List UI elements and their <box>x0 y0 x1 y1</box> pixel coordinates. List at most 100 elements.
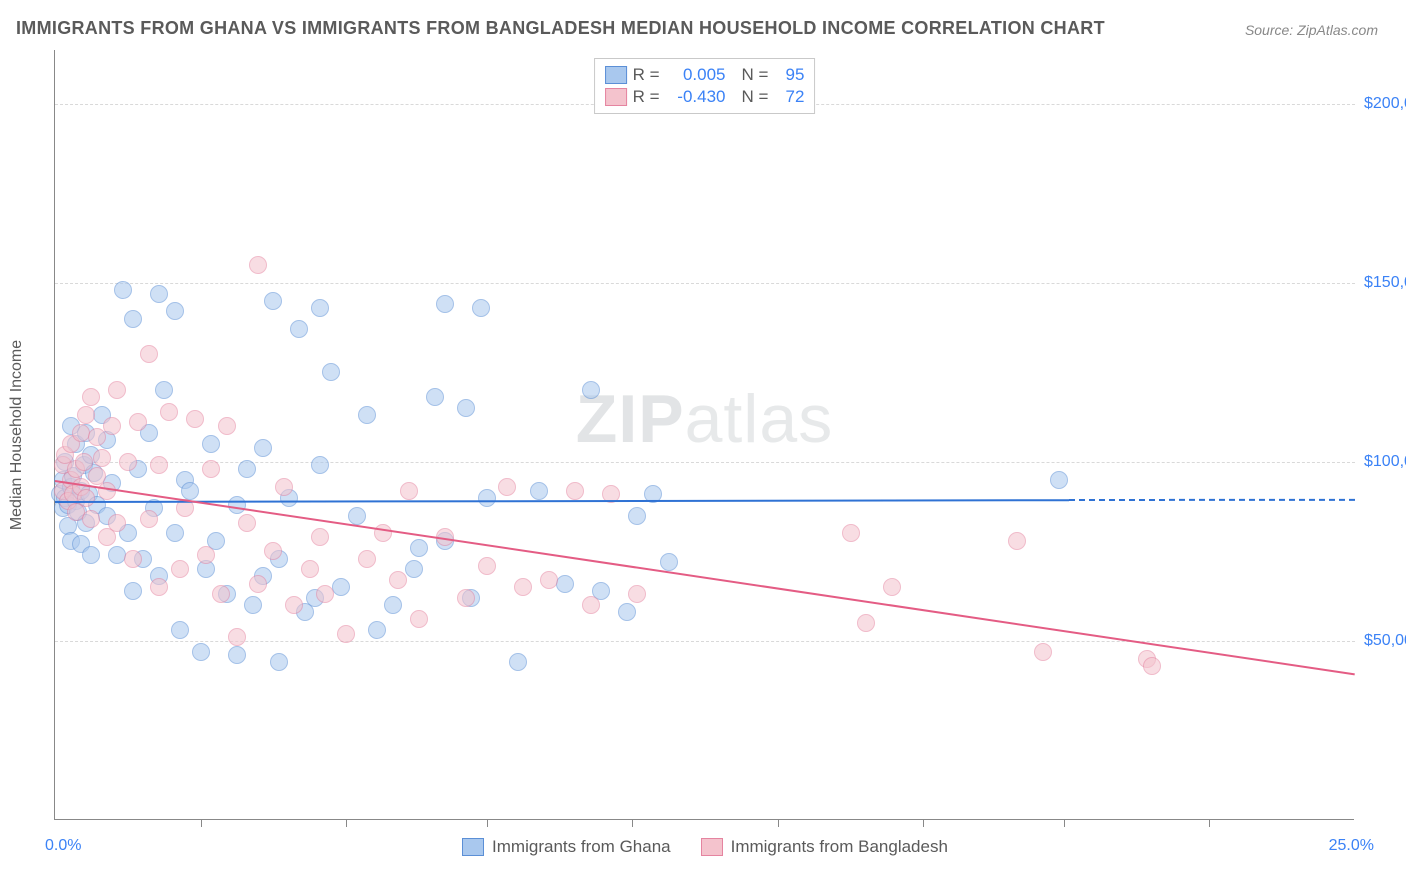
data-point-bangladesh <box>108 514 126 532</box>
data-point-bangladesh <box>212 585 230 603</box>
data-point-bangladesh <box>197 546 215 564</box>
data-point-bangladesh <box>275 478 293 496</box>
data-point-bangladesh <box>514 578 532 596</box>
data-point-ghana <box>472 299 490 317</box>
watermark: ZIPatlas <box>576 380 833 458</box>
data-point-bangladesh <box>842 524 860 542</box>
data-point-bangladesh <box>410 610 428 628</box>
data-point-bangladesh <box>82 510 100 528</box>
data-point-bangladesh <box>389 571 407 589</box>
x-tick <box>923 819 924 827</box>
data-point-bangladesh <box>316 585 334 603</box>
data-point-ghana <box>332 578 350 596</box>
data-point-bangladesh <box>478 557 496 575</box>
data-point-bangladesh <box>358 550 376 568</box>
data-point-bangladesh <box>93 449 111 467</box>
data-point-bangladesh <box>1143 657 1161 675</box>
gridline <box>55 641 1355 642</box>
data-point-bangladesh <box>540 571 558 589</box>
legend-stats-row-bangladesh: R = -0.430 N = 72 <box>605 87 805 107</box>
y-axis-title: Median Household Income <box>8 339 26 529</box>
data-point-ghana <box>181 482 199 500</box>
swatch-ghana-icon <box>462 838 484 856</box>
data-point-ghana <box>384 596 402 614</box>
data-point-bangladesh <box>186 410 204 428</box>
data-point-ghana <box>311 299 329 317</box>
data-point-ghana <box>410 539 428 557</box>
y-tick-label: $150,000 <box>1364 274 1406 292</box>
data-point-bangladesh <box>582 596 600 614</box>
data-point-bangladesh <box>160 403 178 421</box>
r-label: R = <box>633 87 660 107</box>
data-point-bangladesh <box>218 417 236 435</box>
series-label-ghana: Immigrants from Ghana <box>492 837 671 857</box>
data-point-ghana <box>358 406 376 424</box>
data-point-ghana <box>509 653 527 671</box>
gridline <box>55 283 1355 284</box>
data-point-ghana <box>166 302 184 320</box>
data-point-bangladesh <box>140 510 158 528</box>
swatch-ghana-icon <box>605 66 627 84</box>
data-point-ghana <box>150 285 168 303</box>
data-point-ghana <box>254 439 272 457</box>
data-point-bangladesh <box>311 528 329 546</box>
data-point-ghana <box>166 524 184 542</box>
data-point-bangladesh <box>124 550 142 568</box>
data-point-bangladesh <box>457 589 475 607</box>
legend-item-bangladesh: Immigrants from Bangladesh <box>701 837 948 857</box>
data-point-bangladesh <box>628 585 646 603</box>
data-point-ghana <box>228 646 246 664</box>
r-value-bangladesh: -0.430 <box>666 87 726 107</box>
data-point-ghana <box>368 621 386 639</box>
data-point-ghana <box>582 381 600 399</box>
data-point-bangladesh <box>883 578 901 596</box>
plot-area: ZIPatlas Median Household Income R = 0.0… <box>54 50 1354 820</box>
x-tick <box>632 819 633 827</box>
y-tick-label: $200,000 <box>1364 95 1406 113</box>
n-label: N = <box>742 87 769 107</box>
data-point-bangladesh <box>119 453 137 471</box>
chart-title: IMMIGRANTS FROM GHANA VS IMMIGRANTS FROM… <box>16 18 1105 39</box>
data-point-bangladesh <box>82 388 100 406</box>
data-point-bangladesh <box>171 560 189 578</box>
data-point-bangladesh <box>77 406 95 424</box>
data-point-bangladesh <box>285 596 303 614</box>
data-point-ghana <box>426 388 444 406</box>
legend-stats: R = 0.005 N = 95 R = -0.430 N = 72 <box>594 58 816 114</box>
data-point-ghana <box>238 460 256 478</box>
chart-container: ZIPatlas Median Household Income R = 0.0… <box>54 50 1354 820</box>
swatch-bangladesh-icon <box>701 838 723 856</box>
data-point-ghana <box>82 546 100 564</box>
legend-series: Immigrants from Ghana Immigrants from Ba… <box>55 837 1355 857</box>
regression-line-extrapolated <box>1069 499 1355 501</box>
data-point-bangladesh <box>249 575 267 593</box>
y-tick-label: $50,000 <box>1364 632 1406 650</box>
data-point-bangladesh <box>249 256 267 274</box>
data-point-bangladesh <box>140 345 158 363</box>
n-value-ghana: 95 <box>774 65 804 85</box>
data-point-ghana <box>192 643 210 661</box>
data-point-ghana <box>155 381 173 399</box>
data-point-ghana <box>628 507 646 525</box>
data-point-bangladesh <box>129 413 147 431</box>
x-tick <box>201 819 202 827</box>
data-point-bangladesh <box>228 628 246 646</box>
data-point-ghana <box>436 295 454 313</box>
series-label-bangladesh: Immigrants from Bangladesh <box>731 837 948 857</box>
data-point-ghana <box>478 489 496 507</box>
x-tick <box>487 819 488 827</box>
data-point-bangladesh <box>88 428 106 446</box>
x-tick <box>1209 819 1210 827</box>
n-label: N = <box>742 65 769 85</box>
source-attribution: Source: ZipAtlas.com <box>1245 22 1378 38</box>
y-tick-label: $100,000 <box>1364 453 1406 471</box>
data-point-ghana <box>1050 471 1068 489</box>
data-point-ghana <box>202 435 220 453</box>
data-point-bangladesh <box>337 625 355 643</box>
data-point-ghana <box>530 482 548 500</box>
data-point-ghana <box>124 310 142 328</box>
data-point-ghana <box>270 653 288 671</box>
data-point-ghana <box>322 363 340 381</box>
r-label: R = <box>633 65 660 85</box>
x-tick <box>1064 819 1065 827</box>
